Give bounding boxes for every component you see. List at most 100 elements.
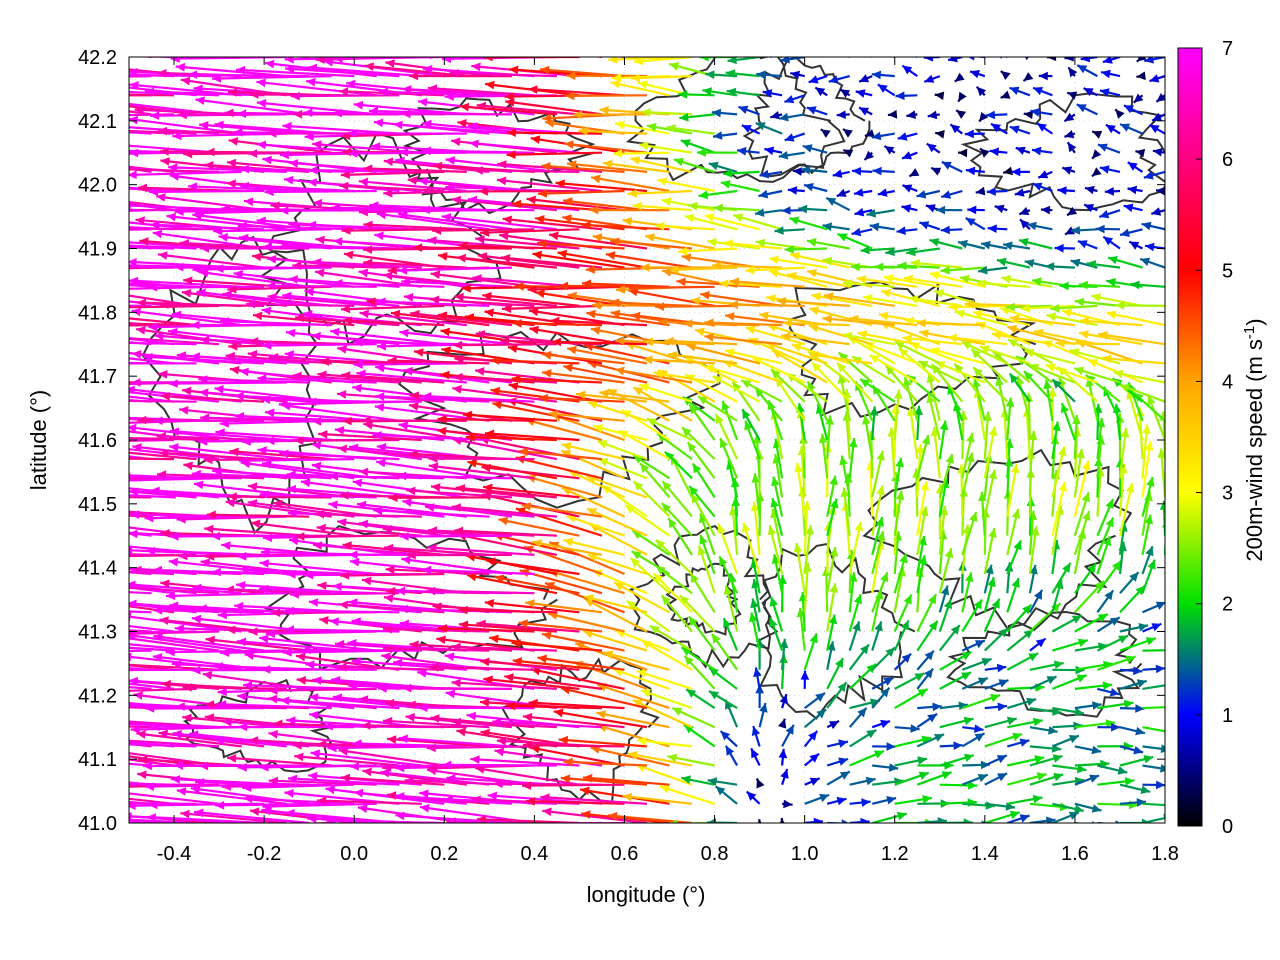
- wind-vector: [893, 652, 912, 671]
- wind-vector: [462, 410, 557, 422]
- wind-vector: [317, 796, 422, 806]
- wind-vector: [129, 75, 152, 78]
- wind-vector: [1051, 734, 1080, 748]
- wind-vector: [643, 337, 715, 347]
- wind-vector: [1029, 675, 1057, 690]
- wind-vector: [1102, 235, 1121, 250]
- wind-vector: [780, 57, 805, 64]
- wind-vector: [770, 368, 806, 403]
- wind-vector: [129, 802, 130, 804]
- y-tick-label: 41.0: [78, 813, 117, 835]
- wind-vector: [383, 644, 490, 653]
- wind-vector: [961, 732, 986, 748]
- wind-vector: [671, 706, 716, 729]
- wind-vector: [572, 110, 648, 119]
- wind-vector: [1123, 203, 1143, 213]
- wind-vector: [566, 160, 648, 173]
- wind-vector: [1048, 387, 1057, 441]
- wind-vector: [426, 586, 535, 596]
- wind-vector: [938, 420, 949, 460]
- wind-vector: [422, 392, 535, 403]
- wind-vector: [153, 606, 265, 615]
- wind-vector: [1132, 93, 1144, 104]
- wind-vector: [687, 615, 716, 652]
- wind-vector: [871, 485, 885, 536]
- wind-vector: [673, 157, 715, 173]
- wind-vector: [1008, 372, 1031, 403]
- wind-vector: [506, 701, 603, 711]
- wind-vector: [429, 295, 535, 307]
- wind-vector: [826, 796, 847, 806]
- wind-vector: [1077, 239, 1098, 250]
- wind-vector: [1006, 814, 1030, 823]
- x-tick-label: 0.8: [701, 843, 729, 865]
- wind-vector: [129, 399, 197, 403]
- wind-vector: [357, 804, 467, 823]
- wind-vector: [786, 271, 850, 288]
- wind-vector: [1141, 441, 1154, 498]
- wind-vector: [129, 304, 152, 307]
- wind-vector: [961, 694, 1001, 710]
- wind-vector: [712, 261, 783, 270]
- wind-vector: [129, 436, 220, 442]
- wind-vector: [1152, 147, 1165, 157]
- colorbar-tick-label: 1: [1222, 705, 1233, 727]
- wind-vector: [129, 553, 130, 555]
- wind-vector: [242, 681, 355, 690]
- wind-vector: [826, 641, 836, 671]
- wind-vector: [406, 486, 512, 499]
- wind-vector: [638, 141, 693, 154]
- wind-vector: [144, 87, 265, 97]
- wind-vector: [800, 670, 810, 689]
- wind-vector: [653, 369, 715, 384]
- wind-vector: [1072, 414, 1081, 460]
- wind-vector: [856, 275, 918, 288]
- wind-vector: [129, 170, 130, 172]
- wind-vector: [776, 297, 850, 307]
- wind-vector: [182, 683, 287, 692]
- wind-vector: [744, 420, 761, 460]
- wind-vector: [923, 74, 941, 83]
- wind-vector: [803, 183, 828, 193]
- wind-vector: [159, 300, 265, 309]
- wind-vector: [1074, 701, 1102, 710]
- terrain-contour: [398, 330, 721, 509]
- wind-vector: [1001, 275, 1053, 288]
- wind-vector: [1141, 545, 1154, 575]
- wind-vector: [664, 450, 693, 480]
- wind-vector: [129, 685, 152, 690]
- wind-vector: [284, 625, 400, 634]
- wind-vector: [393, 120, 512, 135]
- wind-vector: [129, 570, 175, 576]
- wind-vector: [986, 187, 1008, 196]
- wind-vector: [811, 361, 851, 403]
- wind-vector: [649, 624, 693, 652]
- wind-vector: [961, 572, 974, 613]
- wind-vector: [541, 350, 625, 365]
- wind-vector: [129, 611, 130, 613]
- wind-vector: [382, 716, 490, 729]
- wind-vector: [849, 728, 877, 748]
- wind-vector: [1080, 57, 1098, 63]
- wind-vector: [1142, 601, 1165, 614]
- wind-vector: [996, 257, 1031, 269]
- wind-vector: [666, 124, 715, 135]
- wind-vector: [823, 292, 895, 307]
- wind-vector: [340, 170, 445, 180]
- colorbar-tick-label: 5: [1222, 260, 1233, 282]
- wind-vector: [180, 809, 287, 823]
- y-tick-label: 41.9: [78, 239, 117, 261]
- wind-vector: [1069, 348, 1121, 365]
- wind-vector: [388, 493, 490, 503]
- wind-vector: [759, 169, 783, 179]
- wind-vector: [1007, 755, 1045, 767]
- wind-vector: [1026, 221, 1053, 231]
- wind-vector: [862, 294, 918, 307]
- wind-vector: [961, 452, 975, 498]
- wind-vector: [490, 356, 580, 365]
- colorbar: [1177, 47, 1203, 827]
- wind-vector: [1135, 148, 1146, 158]
- wind-vector: [1163, 570, 1165, 574]
- wind-vector: [1118, 427, 1130, 479]
- wind-vector: [285, 64, 400, 78]
